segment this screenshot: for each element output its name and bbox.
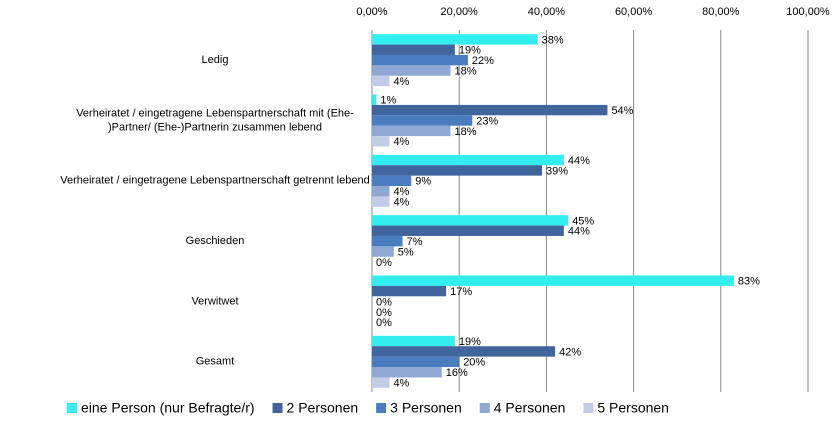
bar [372, 175, 412, 187]
data-label: 54% [611, 105, 633, 117]
legend-text: 4 Personen [494, 400, 566, 416]
bar [372, 367, 442, 378]
data-label: 0% [376, 317, 392, 329]
y-tick-label: Verheiratet / eingetragene Lebenspartner… [76, 107, 354, 133]
data-label: 0% [376, 257, 392, 269]
legend-text: 5 Personen [597, 400, 669, 416]
bar [372, 44, 455, 55]
bar [372, 115, 473, 126]
data-label: 42% [559, 346, 581, 358]
data-label: 44% [568, 226, 590, 238]
bar [372, 285, 447, 297]
data-label: 39% [546, 165, 568, 177]
legend-text: eine Person (nur Befragte/r) [81, 400, 255, 416]
data-label: 17% [450, 286, 472, 298]
data-label: 9% [415, 176, 431, 188]
bar [372, 196, 390, 207]
data-label: 7% [407, 236, 423, 248]
data-label: 4% [393, 186, 409, 198]
legend-swatch [583, 403, 594, 413]
data-label: 4% [393, 76, 409, 88]
data-label: 4% [393, 378, 409, 390]
data-label: 0% [376, 307, 392, 319]
data-label: 23% [476, 115, 498, 127]
x-tick-label: 40,00% [528, 6, 566, 18]
y-tick-label: Geschieden [186, 235, 245, 247]
bar [372, 54, 468, 66]
legend-text: 2 Personen [287, 400, 359, 416]
x-tick-label: 80,00% [702, 6, 740, 18]
bar [372, 215, 569, 226]
data-label: 38% [542, 34, 564, 46]
y-tick-label: Ledig [202, 54, 229, 66]
bar [372, 165, 543, 176]
bar [372, 125, 451, 137]
bar [372, 335, 455, 347]
y-tick-label: Gesamt [196, 356, 235, 368]
x-tick-label: 20,00% [441, 6, 479, 18]
bar [372, 356, 460, 368]
bar [372, 34, 538, 45]
data-label: 0% [376, 296, 392, 308]
bar [372, 346, 556, 357]
data-label: 18% [454, 65, 476, 77]
data-label: 16% [446, 367, 468, 379]
legend-text: 3 Personen [390, 400, 462, 416]
data-label: 45% [572, 215, 594, 227]
legend-swatch [67, 403, 77, 413]
data-label: 83% [738, 276, 760, 288]
data-label: 18% [454, 126, 476, 138]
bar [372, 136, 390, 147]
legend-swatch [272, 403, 283, 413]
y-tick-label: Verheiratet / eingetragene Lebenspartner… [60, 175, 369, 187]
bar [372, 104, 608, 116]
bar [372, 275, 734, 286]
bar [372, 75, 390, 87]
bar [372, 154, 564, 166]
data-label: 19% [459, 336, 481, 348]
bar [372, 235, 403, 247]
x-tick-label: 60,00% [615, 6, 653, 18]
legend-swatch [376, 403, 387, 413]
data-label: 20% [463, 357, 485, 369]
data-label: 4% [393, 136, 409, 148]
data-label: 44% [568, 155, 590, 167]
y-tick-label: Verwitwet [191, 295, 238, 307]
data-label: 19% [459, 45, 481, 57]
bar [372, 186, 390, 197]
data-label: 4% [393, 197, 409, 209]
data-label: 22% [472, 55, 494, 67]
bar [372, 94, 377, 105]
bar [372, 65, 451, 76]
x-tick-label: 0,00% [356, 6, 387, 18]
bar [372, 225, 564, 236]
x-tick-label: 100,00% [786, 6, 830, 18]
legend-swatch [479, 403, 490, 413]
data-label: 1% [380, 95, 396, 107]
bar [372, 377, 390, 388]
data-label: 5% [398, 246, 414, 258]
bar [372, 246, 394, 257]
